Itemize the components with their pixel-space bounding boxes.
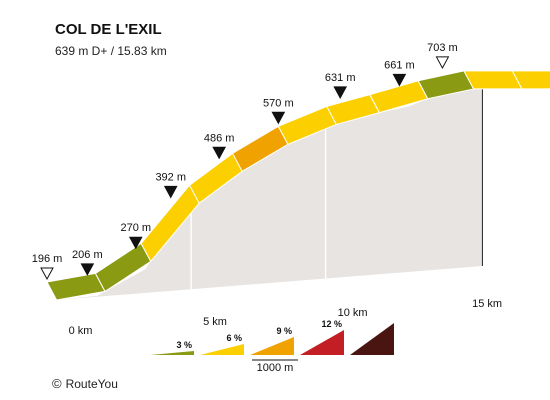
legend-grade-label: 12 % <box>321 319 342 329</box>
elevation-label: 270 m <box>120 222 151 234</box>
x-tick-label: 10 km <box>338 307 368 319</box>
elevation-label: 703 m <box>427 42 458 54</box>
profile-slope-segment <box>511 70 550 90</box>
elevation-label: 206 m <box>72 249 103 261</box>
elevation-marker <box>435 56 450 69</box>
legend-grade-label: 6 % <box>226 333 242 343</box>
elevation-marker <box>80 263 95 276</box>
elevation-label: 661 m <box>384 59 415 71</box>
elevation-marker <box>271 111 286 125</box>
elevation-label: 570 m <box>263 97 294 109</box>
legend-grade-label: 3 % <box>176 340 192 350</box>
legend-scale-label: 1000 m <box>257 362 294 374</box>
legend-grade-wedge <box>200 344 244 355</box>
elevation-label: 196 m <box>32 253 63 265</box>
elevation-marker <box>128 236 143 250</box>
chart-subtitle: 639 m D+ / 15.83 km <box>55 44 167 58</box>
copyright-notice: © RouteYou <box>52 376 118 391</box>
legend-grade-wedge <box>300 330 344 355</box>
copyright-label: RouteYou <box>65 377 118 391</box>
chart-title: COL DE L'EXIL <box>55 21 162 38</box>
legend-grade-wedge <box>150 351 194 355</box>
x-tick-label: 15 km <box>472 298 502 310</box>
elevation-label: 631 m <box>325 72 356 84</box>
elevation-marker <box>392 73 407 87</box>
elevation-label: 392 m <box>155 171 186 183</box>
elevation-marker <box>333 86 348 99</box>
legend-grade-wedge <box>250 337 294 355</box>
x-tick-label: 0 km <box>69 325 93 337</box>
elevation-marker <box>163 185 178 199</box>
legend-grade-label: 9 % <box>276 326 292 336</box>
x-tick-label: 5 km <box>203 316 227 328</box>
elevation-label: 486 m <box>204 132 235 144</box>
elevation-marker <box>40 267 54 281</box>
copyright-icon: © <box>52 376 62 391</box>
elevation-marker <box>212 146 227 160</box>
legend-grade-wedge <box>350 323 394 355</box>
